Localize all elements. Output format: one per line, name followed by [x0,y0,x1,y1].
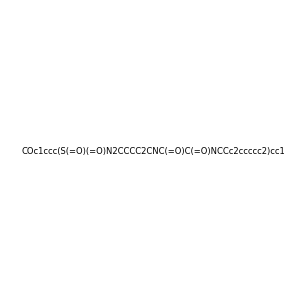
Text: COc1ccc(S(=O)(=O)N2CCCC2CNC(=O)C(=O)NCCc2ccccc2)cc1: COc1ccc(S(=O)(=O)N2CCCC2CNC(=O)C(=O)NCCc… [22,147,286,156]
